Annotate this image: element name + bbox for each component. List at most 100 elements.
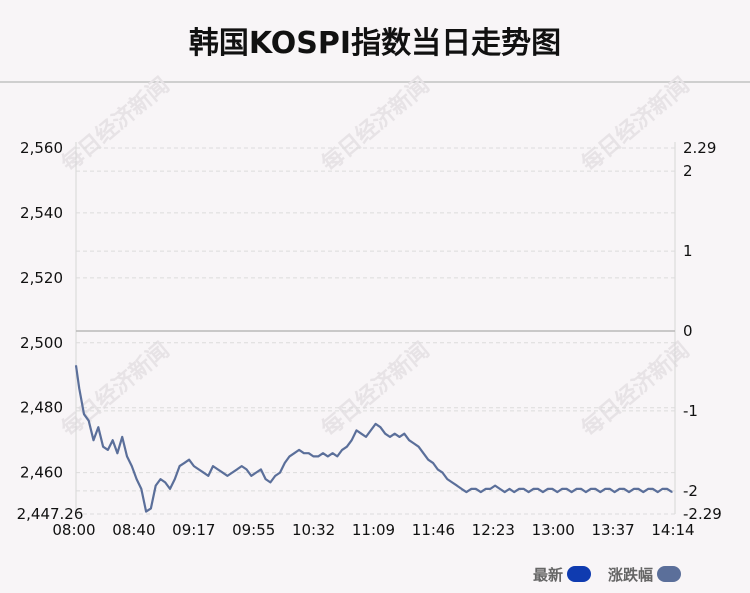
x-tick-label: 11:09 — [352, 521, 395, 539]
data-point-latest — [303, 452, 305, 454]
data-point-latest — [408, 439, 410, 441]
data-point-latest — [528, 491, 530, 493]
data-point-latest — [499, 488, 501, 490]
y-right-tick-label: -2.29 — [683, 505, 722, 523]
data-point-latest — [97, 426, 99, 428]
data-point-latest — [642, 491, 644, 493]
data-point-latest — [556, 491, 558, 493]
data-point-latest — [207, 475, 209, 477]
data-point-latest — [217, 468, 219, 470]
data-point-latest — [494, 485, 496, 487]
data-point-latest — [255, 472, 257, 474]
data-point-latest — [594, 488, 597, 490]
watermark-3: 每日经济新闻 — [57, 337, 175, 442]
data-point-latest — [585, 491, 587, 493]
y-left-tick-label: 2,480 — [20, 399, 63, 417]
data-point-latest — [312, 455, 314, 457]
data-point-latest — [245, 468, 248, 470]
y-left-tick-label: 2,460 — [20, 464, 63, 482]
data-point-latest — [75, 364, 77, 367]
data-point-latest — [336, 455, 338, 457]
data-point-latest — [140, 488, 142, 490]
data-point-latest — [465, 491, 467, 493]
data-point-latest — [346, 446, 348, 448]
data-point-latest — [332, 452, 334, 454]
data-point-latest — [547, 488, 549, 490]
data-point-latest — [202, 472, 205, 474]
data-point-latest — [394, 433, 396, 435]
x-tick-label: 13:00 — [532, 521, 575, 539]
legend-item-latest[interactable]: 最新 — [533, 563, 592, 585]
data-point-latest — [375, 423, 377, 425]
data-point-latest — [126, 455, 128, 457]
data-point-latest — [384, 433, 386, 435]
data-point-latest — [293, 452, 295, 454]
data-point-latest — [370, 429, 372, 431]
data-point-latest — [241, 465, 243, 467]
title-divider — [0, 81, 750, 83]
legend-item-change[interactable]: 涨跌幅 — [608, 563, 682, 585]
data-point-latest — [614, 491, 616, 493]
data-point-latest — [236, 468, 238, 470]
data-point-latest — [83, 413, 85, 415]
data-point-latest — [145, 511, 147, 513]
data-point-latest — [666, 488, 668, 490]
data-point-latest — [551, 488, 554, 490]
data-point-latest — [164, 481, 166, 483]
data-point-latest — [78, 387, 80, 389]
data-point-latest — [116, 452, 118, 454]
data-point-latest — [480, 491, 482, 493]
watermark-0: 每日经济新闻 — [57, 72, 175, 177]
data-point-latest — [274, 475, 276, 477]
x-tick-label: 12:23 — [472, 521, 515, 539]
data-point-latest — [470, 488, 472, 490]
data-point-latest — [661, 488, 664, 490]
data-point-latest — [398, 436, 401, 438]
data-point-latest — [647, 488, 649, 490]
series-line-latest — [74, 365, 673, 513]
data-point-latest — [566, 488, 568, 490]
data-point-latest — [623, 488, 625, 490]
x-tick-label: 09:17 — [172, 521, 215, 539]
data-point-latest — [422, 452, 424, 454]
data-point-latest — [575, 488, 578, 490]
data-point-latest — [193, 465, 195, 467]
data-point-latest — [437, 468, 439, 470]
x-tick-label: 14:14 — [651, 521, 694, 539]
data-point-latest — [542, 491, 544, 493]
data-point-latest — [633, 488, 635, 490]
data-point-latest — [537, 488, 539, 490]
data-point-latest — [131, 465, 133, 467]
data-point-latest — [609, 488, 611, 490]
data-point-latest — [523, 488, 525, 490]
data-point-latest — [389, 436, 391, 438]
data-point-latest — [322, 452, 324, 454]
data-point-latest — [513, 491, 515, 493]
data-point-latest — [155, 485, 157, 487]
data-point-latest — [284, 462, 286, 464]
data-point-latest — [485, 488, 487, 490]
data-point-latest — [107, 449, 109, 451]
data-point-latest — [136, 478, 138, 480]
y-left-tick-label: 2,500 — [20, 334, 63, 352]
data-point-latest — [88, 420, 90, 422]
data-point-latest — [279, 472, 281, 474]
data-point-latest — [269, 481, 271, 483]
data-point-latest — [413, 442, 415, 444]
data-point-latest — [604, 488, 606, 490]
data-point-latest — [618, 488, 621, 490]
y-right-tick-label: 1 — [683, 242, 693, 260]
y-right-tick-label: 0 — [683, 322, 693, 340]
data-point-latest — [379, 426, 381, 428]
x-tick-label: 09:55 — [232, 521, 275, 539]
data-point-latest — [571, 491, 573, 493]
y-right-tick-label: 2.29 — [683, 139, 716, 157]
data-point-latest — [365, 436, 367, 438]
data-point-latest — [418, 446, 420, 448]
data-point-latest — [355, 429, 358, 431]
data-point-latest — [489, 488, 491, 490]
watermark-5: 每日经济新闻 — [577, 337, 695, 442]
data-point-latest — [308, 452, 310, 454]
data-point-latest — [260, 468, 262, 470]
watermark-4: 每日经济新闻 — [317, 337, 435, 442]
